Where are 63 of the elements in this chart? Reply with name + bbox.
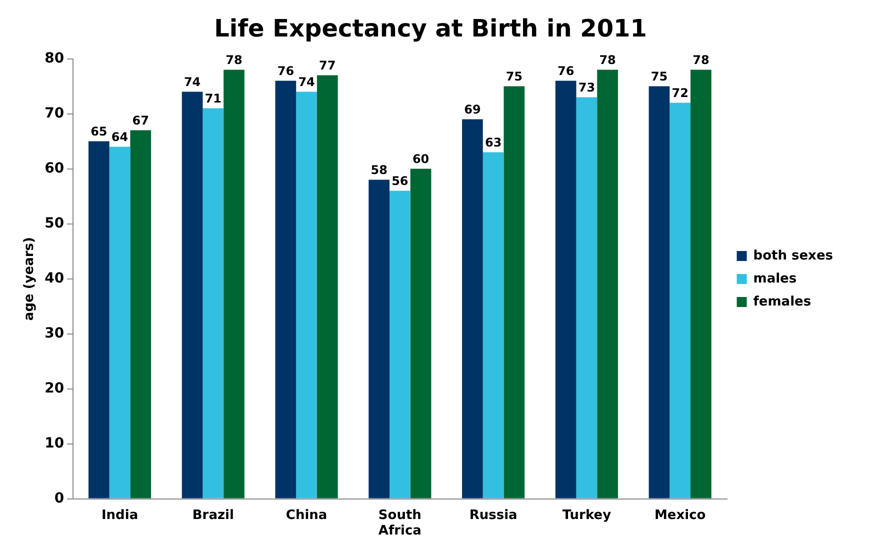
bar (109, 146, 130, 498)
y-tick-label: 30 (44, 325, 64, 342)
bar (504, 86, 525, 498)
bar (182, 92, 203, 498)
bar (576, 97, 598, 498)
bar (224, 70, 244, 498)
data-label: 67 (132, 113, 149, 128)
data-label: 78 (599, 52, 616, 67)
data-label: 69 (464, 102, 481, 116)
data-label: 60 (412, 152, 430, 166)
y-tick-label: 50 (44, 215, 64, 232)
y-tick-label: 40 (44, 270, 64, 286)
data-label: 76 (277, 64, 294, 78)
data-label: 74 (184, 74, 201, 89)
data-label: 71 (204, 91, 222, 106)
bar (690, 70, 712, 498)
x-tick-label: Mexico (654, 508, 706, 523)
bar (462, 119, 483, 498)
bar (410, 168, 432, 498)
bar (88, 141, 110, 498)
bar (597, 70, 618, 498)
x-tick-label: Russia (469, 508, 518, 523)
y-tick-label: 80 (44, 50, 64, 66)
data-label: 76 (557, 64, 574, 78)
x-tick-label: India (101, 508, 138, 523)
x-tick-label: Turkey (562, 508, 612, 523)
data-label: 64 (111, 130, 128, 144)
bar (130, 130, 152, 498)
legend-label: females (753, 294, 812, 310)
bar (648, 86, 670, 498)
bar (555, 80, 576, 498)
y-tick-label: 70 (44, 105, 64, 122)
y-tick-label: 60 (44, 160, 64, 176)
x-tick-label: Brazil (192, 508, 234, 523)
bar (275, 80, 296, 498)
bar (390, 190, 410, 498)
bar (670, 102, 691, 498)
bar (202, 108, 224, 498)
bar (368, 180, 390, 498)
legend-label: males (753, 271, 797, 286)
y-tick-label: 10 (44, 435, 64, 452)
x-tick-label: South Africa (378, 508, 422, 539)
data-label: 77 (319, 58, 336, 72)
data-label: 56 (392, 174, 408, 188)
bar (296, 92, 317, 498)
data-label: 78 (226, 52, 242, 67)
data-label: 74 (298, 74, 315, 89)
x-tick-label: China (286, 508, 328, 523)
data-label: 65 (90, 124, 108, 138)
y-tick-label: 20 (44, 380, 64, 396)
y-tick-label: 0 (54, 490, 64, 506)
bar (316, 75, 338, 498)
data-label: 75 (650, 69, 668, 84)
y-axis-title: age (years) (22, 237, 38, 321)
legend-label: both sexes (753, 248, 834, 264)
data-label: 73 (578, 80, 596, 94)
data-label: 72 (672, 86, 688, 100)
data-label: 78 (692, 52, 710, 67)
chart-title: Life Expectancy at Birth in 2011 (214, 14, 647, 43)
data-label: 75 (506, 69, 523, 84)
data-label: 58 (370, 162, 388, 177)
bar (482, 152, 504, 498)
data-label: 63 (484, 135, 502, 150)
